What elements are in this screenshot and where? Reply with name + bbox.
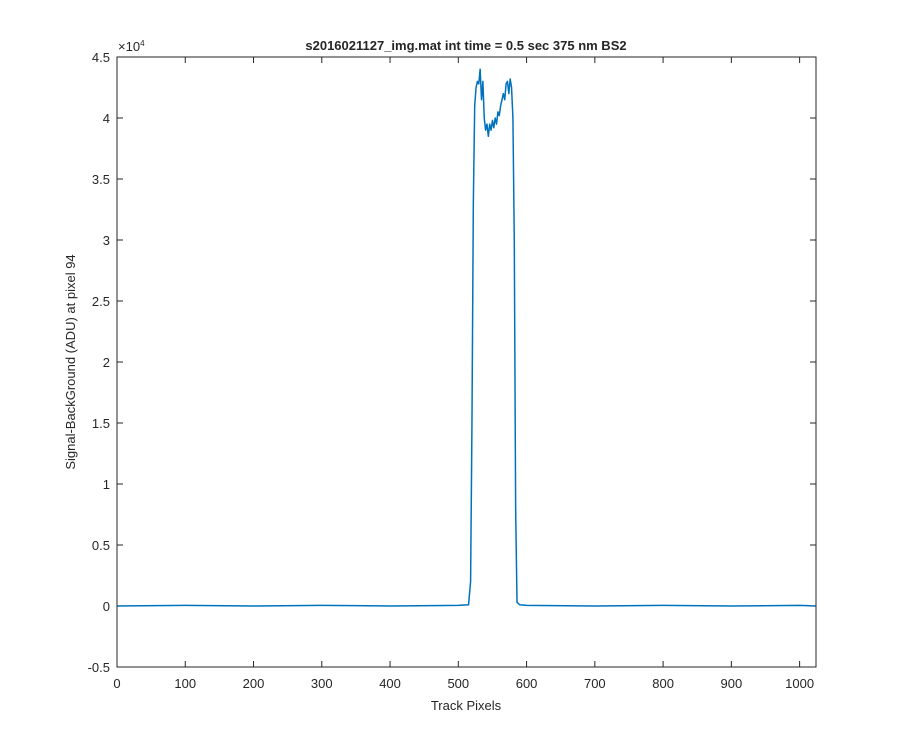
- x-tick-label: 400: [379, 676, 401, 691]
- y-axis-label: Signal-BackGround (ADU) at pixel 94: [63, 254, 78, 469]
- x-axis-label: Track Pixels: [431, 698, 502, 713]
- x-tick-label: 900: [721, 676, 743, 691]
- x-tick-label: 1000: [785, 676, 814, 691]
- data-series-line: [116, 68, 817, 607]
- y-tick-label: 1: [103, 477, 110, 492]
- y-exponent-label: ×104: [118, 39, 145, 54]
- y-tick-label: 3.5: [92, 172, 110, 187]
- x-tick-label: 500: [447, 676, 469, 691]
- y-tick-label: 0.5: [92, 538, 110, 553]
- x-tick-label: 200: [243, 676, 265, 691]
- x-axis-tick-labels: 0 100 200 300 400 500 600 700 800 900 1000: [113, 676, 814, 691]
- y-tick-label: 0: [103, 599, 110, 614]
- x-tick-label: 300: [311, 676, 333, 691]
- y-tick-label: 4.5: [92, 50, 110, 65]
- y-axis-tick-labels: -0.5 0 0.5 1 1.5 2 2.5 3 3.5 4 4.5: [88, 50, 110, 675]
- x-tick-label: 0: [113, 676, 120, 691]
- x-tick-label: 100: [174, 676, 196, 691]
- y-exponent-power: 4: [140, 39, 145, 48]
- x-tick-label: 600: [516, 676, 538, 691]
- chart-title: s2016021127_img.mat int time = 0.5 sec 3…: [305, 38, 626, 53]
- x-tick-label: 700: [584, 676, 606, 691]
- y-tick-label: 2: [103, 355, 110, 370]
- y-tick-label: 4: [103, 111, 110, 126]
- y-tick-label: 1.5: [92, 416, 110, 431]
- y-tick-label: -0.5: [88, 660, 110, 675]
- y-tick-label: 3: [103, 233, 110, 248]
- y-tick-label: 2.5: [92, 294, 110, 309]
- x-axis-ticks: [116, 57, 801, 667]
- x-tick-label: 800: [652, 676, 674, 691]
- plot-area: [117, 57, 816, 667]
- axes-box: [116, 56, 817, 668]
